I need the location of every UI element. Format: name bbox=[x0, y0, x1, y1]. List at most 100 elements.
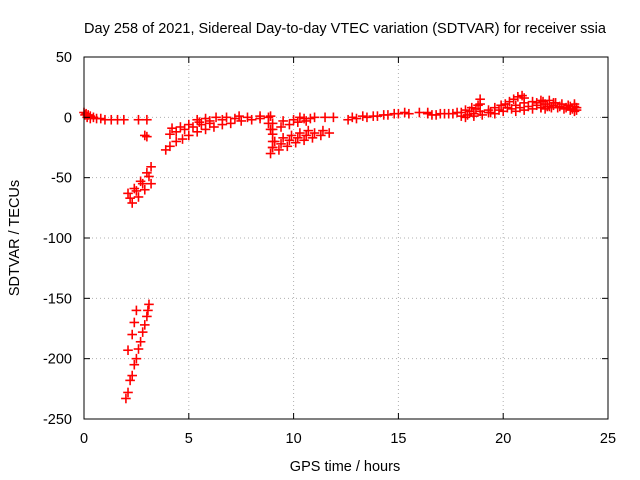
data-point bbox=[485, 107, 496, 118]
data-point bbox=[171, 136, 182, 147]
data-point bbox=[527, 104, 538, 114]
data-point bbox=[142, 168, 152, 178]
data-point bbox=[142, 131, 152, 142]
data-point bbox=[295, 128, 305, 138]
data-point bbox=[284, 119, 295, 130]
data-point bbox=[443, 108, 454, 119]
data-point bbox=[328, 112, 339, 123]
data-point bbox=[284, 135, 295, 146]
data-point bbox=[142, 114, 152, 125]
data-point bbox=[192, 127, 202, 137]
data-point bbox=[127, 370, 138, 381]
data-point bbox=[538, 96, 548, 107]
data-point bbox=[133, 192, 144, 202]
data-point bbox=[452, 107, 462, 118]
data-point bbox=[139, 184, 150, 195]
data-point bbox=[123, 387, 133, 398]
data-point bbox=[513, 92, 523, 102]
data-point bbox=[324, 128, 335, 138]
data-point bbox=[292, 133, 303, 143]
y-axis-ticks: 50 0 -50 -100 -150 -200 -250 bbox=[43, 50, 608, 428]
data-point bbox=[303, 125, 314, 136]
data-point bbox=[496, 100, 506, 111]
data-point bbox=[146, 162, 156, 172]
data-point bbox=[171, 127, 182, 137]
data-points bbox=[79, 90, 582, 404]
data-point bbox=[142, 311, 152, 322]
data-point bbox=[133, 114, 144, 125]
data-point bbox=[123, 345, 133, 356]
chart-title: Day 258 of 2021, Sidereal Day-to-day VTE… bbox=[84, 21, 607, 37]
data-point bbox=[466, 102, 477, 113]
data-point bbox=[318, 125, 328, 136]
data-point bbox=[274, 145, 284, 155]
data-point bbox=[469, 111, 479, 121]
data-point bbox=[234, 111, 244, 121]
data-point bbox=[95, 113, 106, 124]
y-tick-label: -100 bbox=[43, 231, 72, 247]
data-point bbox=[316, 130, 326, 141]
y-tick-label: -200 bbox=[43, 352, 72, 368]
data-point bbox=[127, 198, 138, 208]
data-point bbox=[221, 112, 232, 123]
data-point bbox=[540, 104, 550, 114]
data-point bbox=[389, 108, 400, 119]
y-tick-label: 50 bbox=[56, 50, 72, 66]
data-point bbox=[282, 141, 293, 152]
data-point bbox=[144, 299, 154, 310]
data-point bbox=[131, 305, 142, 316]
data-point bbox=[131, 353, 142, 364]
data-point bbox=[290, 137, 301, 148]
x-tick-label: 5 bbox=[185, 431, 193, 447]
data-point bbox=[399, 107, 410, 118]
data-point bbox=[184, 130, 194, 141]
data-point bbox=[200, 124, 211, 135]
data-point bbox=[531, 98, 542, 108]
y-axis-label: SDTVAR / TECUs bbox=[7, 180, 23, 296]
y-tick-label: 0 bbox=[64, 110, 72, 126]
data-point bbox=[427, 110, 437, 120]
data-point bbox=[536, 102, 546, 113]
data-point bbox=[85, 113, 96, 124]
data-point bbox=[544, 95, 555, 106]
data-point bbox=[347, 112, 358, 123]
data-point bbox=[309, 112, 320, 123]
data-point bbox=[192, 114, 202, 125]
data-point bbox=[255, 111, 265, 121]
data-point bbox=[167, 123, 177, 133]
data-point bbox=[278, 133, 288, 143]
data-point bbox=[502, 102, 513, 113]
x-axis-label: GPS time / hours bbox=[290, 459, 400, 475]
grid bbox=[84, 57, 608, 419]
data-point bbox=[404, 108, 414, 119]
data-point bbox=[121, 393, 131, 404]
data-point bbox=[301, 130, 311, 141]
data-point bbox=[119, 114, 129, 125]
data-point bbox=[456, 111, 467, 121]
data-point bbox=[299, 135, 309, 146]
data-point bbox=[552, 102, 563, 113]
data-point bbox=[307, 133, 318, 143]
data-point bbox=[490, 108, 500, 119]
data-point bbox=[184, 119, 194, 130]
data-point bbox=[129, 183, 140, 194]
data-point bbox=[288, 114, 299, 125]
data-point bbox=[135, 336, 146, 347]
data-point bbox=[200, 113, 211, 124]
x-tick-label: 20 bbox=[495, 431, 511, 447]
data-point bbox=[571, 102, 582, 113]
data-point bbox=[269, 136, 280, 147]
data-point bbox=[267, 142, 278, 153]
data-point bbox=[129, 359, 140, 370]
data-point bbox=[276, 122, 286, 132]
data-point bbox=[129, 317, 140, 328]
data-point bbox=[351, 113, 362, 124]
y-tick-label: -250 bbox=[43, 412, 72, 428]
data-point bbox=[133, 344, 144, 354]
data-point bbox=[127, 329, 138, 340]
data-point bbox=[414, 107, 425, 118]
data-point bbox=[137, 327, 148, 337]
data-point bbox=[165, 129, 175, 140]
data-point bbox=[143, 305, 153, 316]
